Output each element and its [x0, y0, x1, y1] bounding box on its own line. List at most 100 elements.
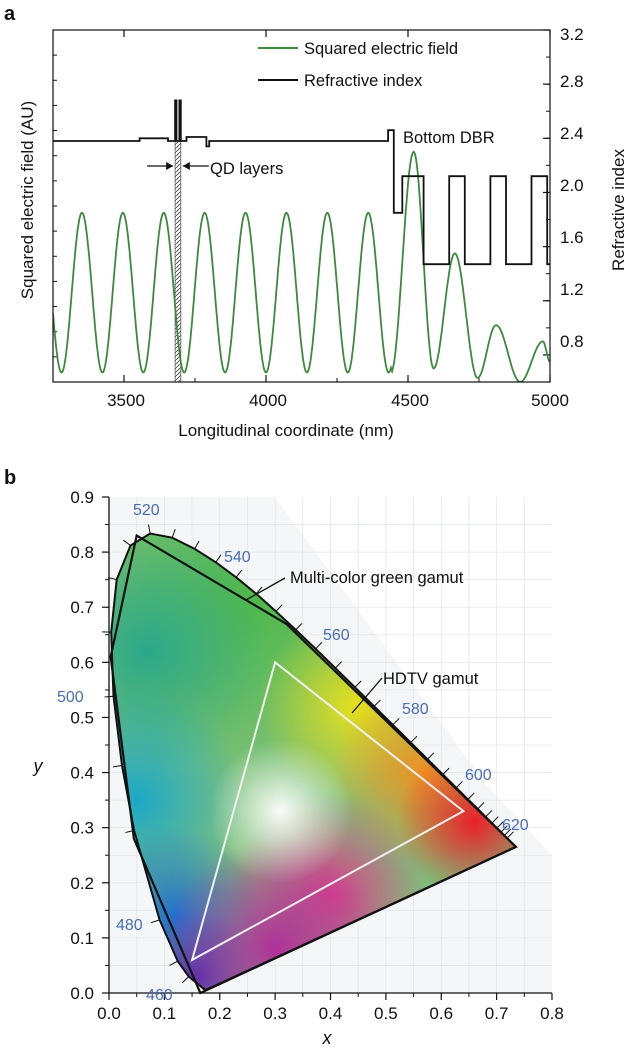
b-xtick-0.7: 0.7: [485, 1004, 509, 1023]
legend-field-label: Squared electric field: [304, 40, 458, 58]
a-ylabel-left: Squared electric field (AU): [18, 101, 37, 299]
locus-tick: [500, 825, 508, 833]
b-ylabel: y: [32, 756, 44, 776]
wavelength-600: 600: [465, 767, 492, 784]
annotation-qd-layers: QD layers: [210, 160, 283, 178]
wavelength-460: 460: [146, 987, 173, 1004]
wavelength-480: 480: [116, 917, 143, 934]
locus-tick: [442, 767, 450, 775]
locus-tick: [181, 976, 190, 984]
b-xtick-0.5: 0.5: [374, 1004, 398, 1023]
b-xtick-0.1: 0.1: [153, 1004, 177, 1023]
squared-electric-field-line: [53, 150, 550, 382]
b-ytick-0.1: 0.1: [70, 929, 94, 948]
locus-tick: [147, 524, 151, 534]
panel-a-label: a: [4, 3, 16, 25]
panel-b-xticks: 0.0 0.1 0.2 0.3 0.4 0.5 0.6 0.7 0.8: [97, 1004, 564, 1023]
panel-a-xticks: 3500 4000 4500 5000: [107, 391, 569, 410]
b-xtick-0.0: 0.0: [97, 1004, 121, 1023]
a-plot-area: [53, 99, 550, 382]
b-ytick-0.4: 0.4: [70, 764, 94, 783]
locus-tick: [122, 539, 131, 546]
a-xtick-4500: 4500: [391, 391, 429, 410]
locus-tick: [485, 810, 493, 818]
qd-arrowhead-right: [182, 162, 190, 170]
b-ytick-0.9: 0.9: [70, 488, 94, 507]
annotation-hdtv-gamut: HDTV gamut: [383, 670, 479, 688]
a-ytick-1.2: 1.2: [560, 280, 584, 299]
locus-tick: [113, 765, 123, 768]
panel-b-chart: [102, 496, 553, 1000]
a-xtick-5000: 5000: [531, 391, 569, 410]
b-xtick-0.3: 0.3: [263, 1004, 287, 1023]
wavelength-560: 560: [323, 627, 350, 644]
b-ytick-0.2: 0.2: [70, 874, 94, 893]
locus-tick: [150, 919, 160, 924]
wavelength-520: 520: [133, 502, 160, 519]
a-ytick-0.8: 0.8: [560, 332, 584, 351]
wavelength-500: 500: [57, 689, 84, 706]
panel-a-chart: [52, 29, 551, 383]
color-blob: [164, 838, 386, 991]
panel-b-label: b: [4, 467, 16, 489]
a-ytick-1.6: 1.6: [560, 228, 584, 247]
b-xlabel: x: [322, 1028, 333, 1048]
annotation-bottom-dbr: Bottom DBR: [403, 129, 495, 147]
locus-tick: [410, 735, 418, 743]
a-xlabel: Longitudinal coordinate (nm): [178, 421, 393, 440]
refractive-index-line: [53, 99, 550, 266]
hdtv-gamut-triangle: [190, 660, 466, 962]
a-ytick-2.0: 2.0: [560, 176, 584, 195]
wavelength-620: 620: [502, 817, 529, 834]
locus-tick: [506, 831, 514, 839]
locus-tick: [496, 821, 504, 829]
b-ytick-0.8: 0.8: [70, 543, 94, 562]
locus-tick: [455, 780, 463, 789]
locus-tick: [392, 718, 400, 726]
locus-tick: [491, 816, 499, 824]
a-xtick-3500: 3500: [107, 391, 145, 410]
locus-tick: [235, 569, 243, 578]
locus-tick: [504, 828, 512, 836]
b-ytick-0.3: 0.3: [70, 819, 94, 838]
locus-tick: [354, 680, 362, 688]
a-ylabel-right: Refractive index: [609, 149, 628, 271]
locus-tick: [467, 792, 475, 800]
a-xtick-4000: 4000: [249, 391, 287, 410]
b-xtick-0.4: 0.4: [319, 1004, 343, 1023]
qd-arrowhead-left: [166, 162, 174, 170]
b-xtick-0.2: 0.2: [208, 1004, 232, 1023]
panel-b-wavelength-labels: 460 480 500 520 540 560 580 600 620: [57, 502, 529, 1004]
locus-tick: [334, 661, 342, 669]
wavelength-540: 540: [224, 549, 251, 566]
a-ytick-2.4: 2.4: [560, 124, 584, 143]
b-xtick-0.8: 0.8: [540, 1004, 564, 1023]
b-ytick-0.6: 0.6: [70, 653, 94, 672]
chromaticity-fill: [111, 533, 516, 991]
color-blob: [111, 533, 270, 774]
locus-tick: [255, 586, 263, 595]
hdtv-leader: [351, 677, 383, 714]
locus-tick: [275, 604, 283, 612]
locus-tick: [171, 529, 176, 538]
locus-tick: [373, 699, 381, 707]
panel-a-yticks-right: 0.8 1.2 1.6 2.0 2.4 2.8 3.2: [560, 25, 584, 351]
legend-index-label: Refractive index: [304, 72, 423, 90]
panel-a-legend: Squared electric field Refractive index: [258, 40, 458, 90]
multicolor-leader: [245, 577, 286, 601]
locus-tick: [427, 752, 435, 760]
locus-tick: [295, 622, 303, 631]
b-ytick-0.7: 0.7: [70, 598, 94, 617]
annotation-multicolor-gamut: Multi-color green gamut: [290, 569, 464, 587]
panel-b-yticks: 0.0 0.1 0.2 0.3 0.4 0.5 0.6 0.7 0.8 0.9: [70, 488, 94, 1003]
wavelength-580: 580: [402, 701, 429, 718]
a-ytick-2.8: 2.8: [560, 72, 584, 91]
locus-tick: [194, 540, 200, 550]
b-ytick-0.5: 0.5: [70, 708, 94, 727]
panel-a-frame: [52, 29, 551, 383]
locus-tick: [477, 802, 485, 810]
b-ytick-0.0: 0.0: [70, 984, 94, 1003]
white-point-glow: [208, 739, 353, 884]
a-ytick-3.2: 3.2: [560, 25, 584, 44]
